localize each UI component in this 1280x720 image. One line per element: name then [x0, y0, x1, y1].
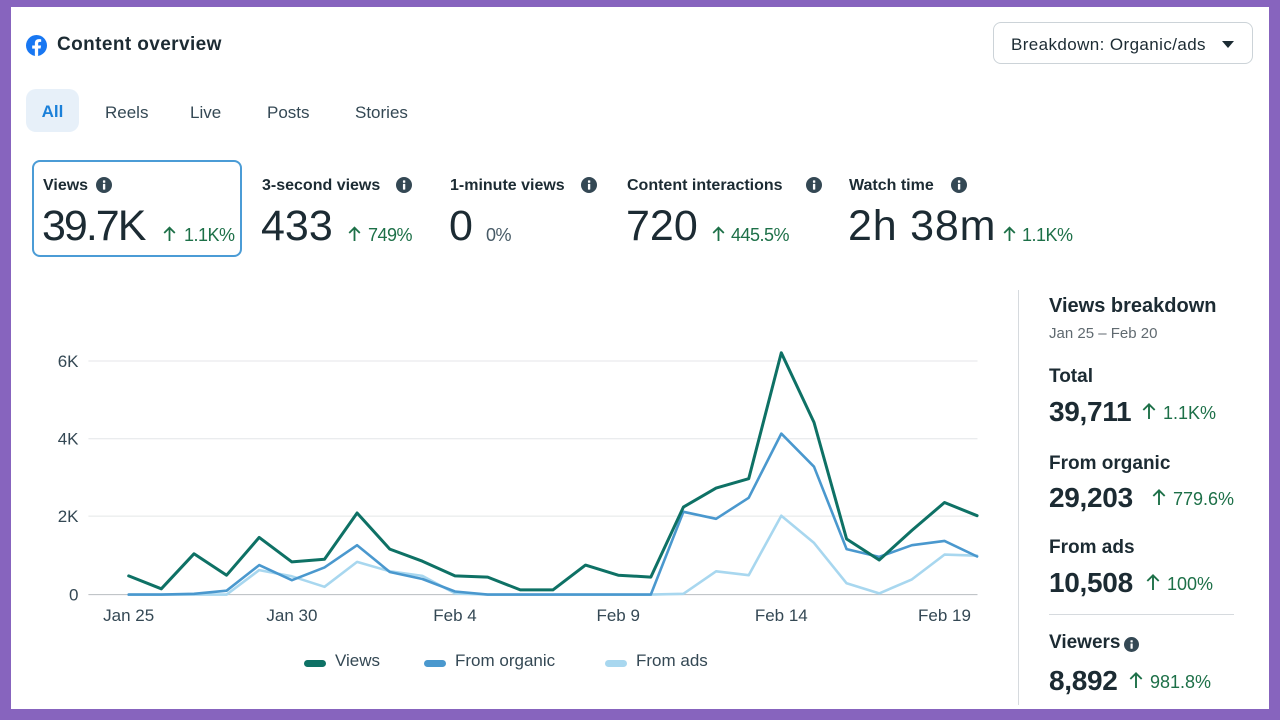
svg-text:4K: 4K [58, 430, 79, 449]
svg-text:0: 0 [69, 586, 78, 605]
svg-text:Feb 4: Feb 4 [433, 606, 476, 625]
svg-text:Feb 9: Feb 9 [596, 606, 639, 625]
svg-text:Jan 30: Jan 30 [266, 606, 317, 625]
svg-text:2K: 2K [58, 507, 79, 526]
svg-text:Feb 14: Feb 14 [755, 606, 808, 625]
svg-text:Feb 19: Feb 19 [918, 606, 971, 625]
svg-text:6K: 6K [58, 352, 79, 371]
svg-text:Jan 25: Jan 25 [103, 606, 154, 625]
